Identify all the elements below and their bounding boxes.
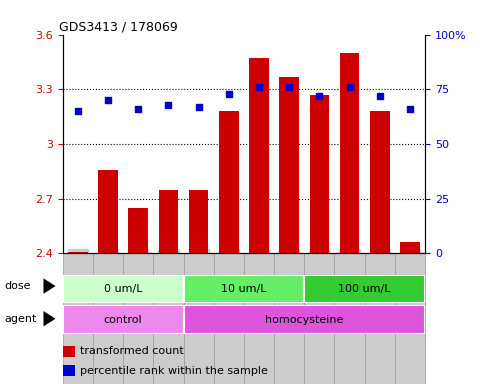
- Bar: [63, 305, 184, 334]
- Point: [406, 106, 414, 112]
- Point: [255, 84, 263, 90]
- Point: [74, 108, 82, 114]
- Point: [225, 91, 233, 97]
- Text: 10 um/L: 10 um/L: [221, 284, 267, 294]
- Bar: [154, 253, 184, 384]
- Bar: [395, 253, 425, 384]
- Point: [134, 106, 142, 112]
- Bar: [274, 253, 304, 384]
- Point: [376, 93, 384, 99]
- Bar: [68, 252, 88, 253]
- Point: [315, 93, 323, 99]
- Bar: [370, 111, 390, 253]
- Bar: [244, 253, 274, 384]
- Bar: [63, 253, 93, 384]
- Bar: [128, 208, 148, 253]
- Bar: [189, 190, 209, 253]
- Bar: [279, 76, 299, 253]
- Bar: [310, 95, 329, 253]
- Bar: [340, 53, 359, 253]
- Text: control: control: [104, 314, 142, 325]
- Text: GDS3413 / 178069: GDS3413 / 178069: [59, 20, 178, 33]
- Bar: [93, 253, 123, 384]
- Point: [285, 84, 293, 90]
- Text: homocysteine: homocysteine: [265, 314, 343, 325]
- Point: [165, 101, 172, 108]
- Bar: [184, 275, 304, 303]
- Bar: [98, 170, 118, 253]
- Bar: [400, 243, 420, 253]
- Bar: [213, 253, 244, 384]
- Bar: [304, 275, 425, 303]
- Text: agent: agent: [5, 314, 37, 324]
- Bar: [184, 305, 425, 334]
- Text: 0 um/L: 0 um/L: [104, 284, 142, 294]
- Bar: [184, 253, 213, 384]
- Point: [195, 104, 202, 110]
- Bar: [365, 253, 395, 384]
- Bar: [249, 58, 269, 253]
- Bar: [63, 275, 184, 303]
- Text: 100 um/L: 100 um/L: [339, 284, 391, 294]
- Text: percentile rank within the sample: percentile rank within the sample: [80, 366, 268, 376]
- Bar: [123, 253, 154, 384]
- Point: [104, 97, 112, 103]
- Bar: [219, 111, 239, 253]
- Text: transformed count: transformed count: [80, 346, 184, 356]
- Point: [346, 84, 354, 90]
- Bar: [158, 190, 178, 253]
- Bar: [304, 253, 334, 384]
- Bar: [334, 253, 365, 384]
- Text: dose: dose: [5, 281, 31, 291]
